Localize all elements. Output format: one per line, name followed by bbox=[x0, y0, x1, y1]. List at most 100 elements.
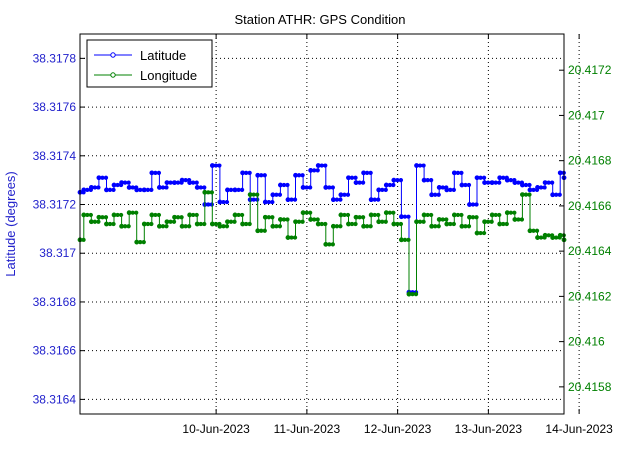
series-point-latitude bbox=[149, 170, 155, 176]
series-point-latitude bbox=[88, 185, 94, 190]
series-point-latitude bbox=[232, 187, 238, 193]
plot-frame bbox=[79, 33, 565, 415]
series-longitude bbox=[77, 189, 567, 297]
legend-box bbox=[86, 39, 213, 88]
series-point-longitude bbox=[467, 214, 472, 220]
series-point-longitude bbox=[383, 210, 389, 216]
series-point-longitude bbox=[542, 232, 548, 238]
series-point-longitude bbox=[187, 212, 193, 218]
series-point-longitude bbox=[323, 241, 329, 247]
series-point-latitude bbox=[81, 187, 87, 193]
series-point-latitude bbox=[482, 180, 487, 185]
series-point-latitude bbox=[368, 197, 374, 203]
x-tick-label: 12-Jun-2023 bbox=[364, 422, 432, 436]
series-point-latitude bbox=[179, 177, 185, 183]
series-point-latitude bbox=[557, 170, 563, 176]
series-point-latitude bbox=[240, 170, 245, 176]
series-point-latitude bbox=[489, 180, 495, 185]
y-right-tick-label: 20.4164 bbox=[568, 244, 612, 258]
y-right-tick-label: 20.4158 bbox=[568, 380, 612, 394]
series-point-longitude bbox=[247, 192, 253, 197]
series-point-latitude bbox=[497, 175, 503, 181]
series-point-latitude bbox=[104, 187, 109, 193]
series-point-longitude bbox=[157, 223, 162, 229]
series-point-latitude bbox=[315, 163, 321, 168]
series-point-latitude bbox=[383, 182, 389, 188]
series-point-longitude bbox=[512, 217, 518, 222]
series-point-longitude bbox=[81, 212, 87, 218]
series-point-longitude bbox=[209, 221, 215, 227]
series-point-longitude bbox=[459, 223, 465, 229]
series-point-longitude bbox=[557, 232, 563, 238]
series-point-longitude bbox=[104, 221, 109, 227]
series-point-longitude bbox=[353, 214, 359, 220]
legend-marker-latitude bbox=[110, 52, 116, 58]
series-point-longitude bbox=[391, 221, 397, 227]
series-point-longitude bbox=[482, 219, 487, 225]
series-point-longitude bbox=[444, 221, 450, 227]
y-right-tick-label: 20.416 bbox=[568, 335, 605, 349]
series-point-longitude bbox=[300, 210, 306, 216]
series-point-latitude bbox=[436, 185, 442, 190]
series-point-longitude bbox=[368, 212, 374, 218]
series-point-latitude bbox=[429, 192, 435, 198]
series-point-longitude bbox=[346, 221, 351, 227]
series-point-longitude bbox=[436, 217, 442, 222]
series-latitude bbox=[77, 163, 567, 295]
series-point-latitude bbox=[361, 170, 366, 176]
series-point-latitude bbox=[300, 185, 306, 190]
series-point-latitude bbox=[111, 182, 117, 188]
series-point-latitude bbox=[353, 180, 359, 185]
series-point-longitude bbox=[149, 212, 155, 218]
x-tick-label: 10-Jun-2023 bbox=[182, 422, 250, 436]
series-point-latitude bbox=[459, 182, 465, 188]
series-point-latitude bbox=[285, 197, 291, 203]
series-point-latitude bbox=[255, 172, 261, 178]
series-point-latitude bbox=[376, 187, 382, 193]
series-point-longitude bbox=[217, 223, 223, 229]
x-tick-label: 11-Jun-2023 bbox=[274, 422, 341, 436]
series-point-latitude bbox=[444, 187, 450, 193]
series-point-longitude bbox=[270, 223, 276, 229]
series-point-latitude bbox=[467, 202, 472, 207]
series-layer bbox=[77, 163, 567, 297]
y-left-tick-label: 38.3168 bbox=[33, 295, 77, 309]
series-point-latitude bbox=[391, 177, 397, 183]
series-point-longitude bbox=[96, 214, 102, 220]
series-point-longitude bbox=[399, 237, 404, 243]
series-point-latitude bbox=[451, 170, 457, 176]
axis-layer: 10-Jun-2023 11-Jun-2023 12-Jun-2023 13-Jun-… bbox=[33, 34, 613, 436]
series-point-latitude bbox=[527, 187, 533, 193]
legend-label-latitude: Latitude bbox=[140, 48, 186, 63]
series-point-latitude bbox=[262, 199, 268, 205]
series-point-longitude bbox=[376, 219, 382, 225]
series-point-latitude bbox=[512, 180, 518, 185]
series-point-latitude bbox=[338, 192, 344, 198]
series-point-latitude bbox=[323, 185, 329, 190]
series-point-longitude bbox=[225, 219, 230, 225]
y-right-tick-label: 20.4172 bbox=[568, 63, 612, 77]
series-point-latitude bbox=[134, 187, 140, 193]
grid-layer bbox=[80, 34, 580, 414]
series-point-longitude bbox=[451, 212, 457, 218]
series-point-longitude bbox=[504, 210, 510, 216]
series-point-latitude bbox=[535, 185, 540, 190]
series-point-longitude bbox=[550, 235, 556, 240]
series-point-longitude bbox=[520, 192, 525, 197]
series-point-latitude bbox=[293, 172, 298, 178]
series-point-latitude bbox=[96, 175, 102, 181]
y-left-tick-label: 38.3166 bbox=[33, 344, 77, 358]
y-axis-label-left: Latitude (degrees) bbox=[3, 171, 18, 277]
series-point-longitude bbox=[293, 219, 298, 225]
y-right-tick-label: 20.4162 bbox=[568, 289, 612, 303]
series-point-longitude bbox=[429, 223, 435, 229]
y-left-tick-label: 38.3176 bbox=[33, 100, 77, 114]
series-point-longitude bbox=[119, 223, 124, 229]
series-point-latitude bbox=[421, 177, 427, 183]
series-point-longitude bbox=[172, 214, 177, 220]
y-left-tick-label: 38.3172 bbox=[33, 198, 77, 212]
series-point-latitude bbox=[520, 182, 525, 188]
legend: Latitude Longitude bbox=[86, 39, 213, 88]
series-point-longitude bbox=[179, 223, 185, 229]
